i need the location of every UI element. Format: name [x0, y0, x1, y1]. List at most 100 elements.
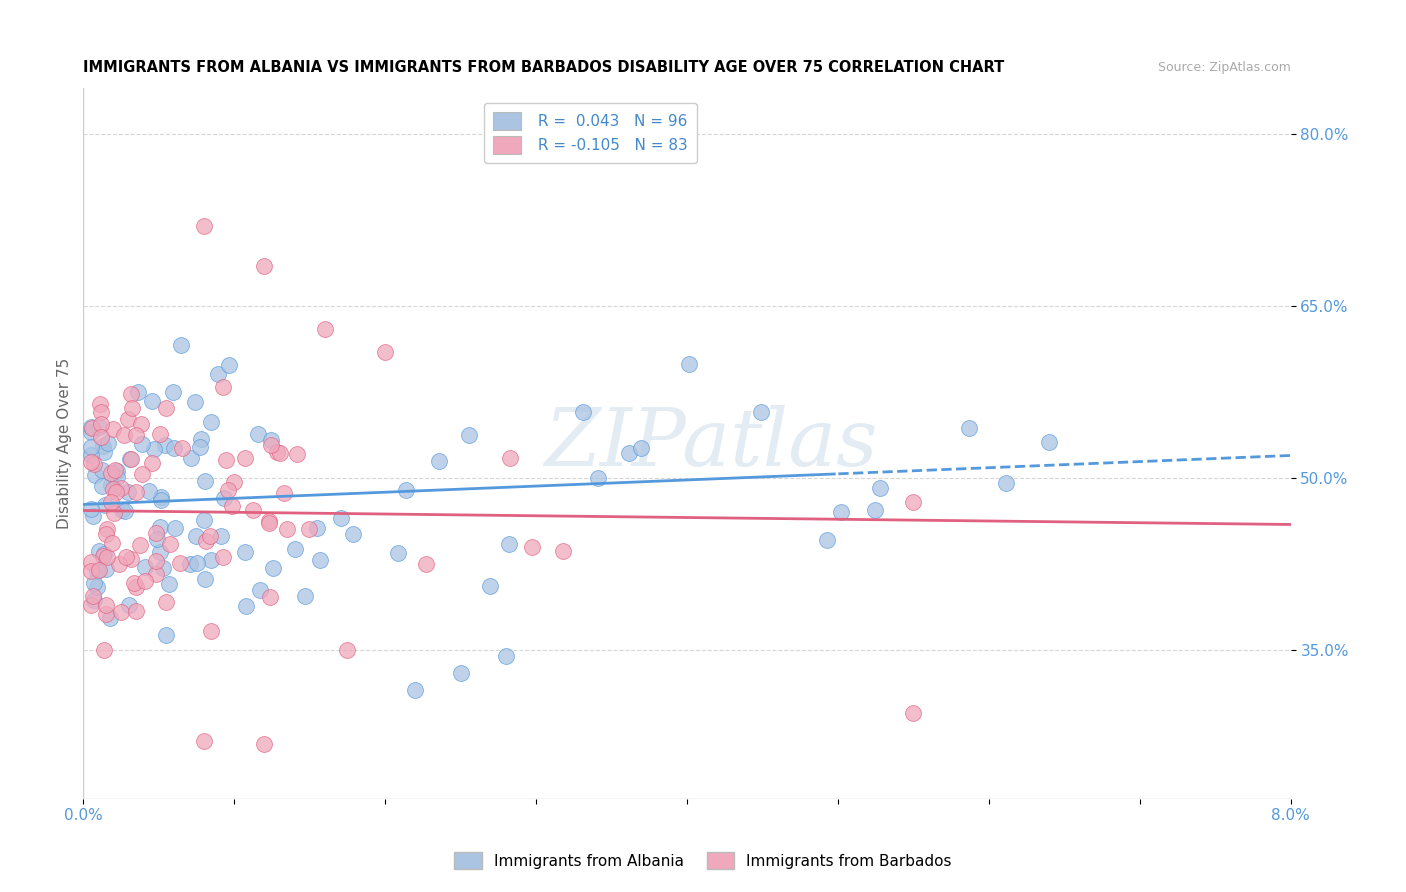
Point	[235, 544, 257, 558]
Point	[253, 259, 276, 273]
Point	[125, 427, 148, 442]
Point	[276, 522, 298, 536]
Point	[149, 426, 172, 441]
Point	[117, 484, 139, 499]
Point	[90, 430, 112, 444]
Point	[495, 648, 517, 663]
Point	[83, 468, 105, 483]
Point	[129, 417, 152, 431]
Point	[112, 428, 135, 442]
Point	[194, 474, 217, 488]
Point	[169, 556, 191, 570]
Point	[869, 481, 891, 495]
Point	[141, 456, 163, 470]
Legend:  R =  0.043   N = 96,  R = -0.105   N = 83: R = 0.043 N = 96, R = -0.105 N = 83	[484, 103, 697, 162]
Point	[342, 526, 364, 541]
Point	[100, 494, 122, 508]
Point	[152, 561, 174, 575]
Point	[125, 604, 148, 618]
Point	[82, 508, 104, 523]
Point	[149, 490, 172, 504]
Point	[98, 611, 121, 625]
Point	[80, 449, 103, 463]
Point	[162, 385, 184, 400]
Point	[499, 451, 522, 466]
Point	[93, 445, 115, 459]
Point	[127, 384, 149, 399]
Point	[96, 549, 118, 564]
Point	[163, 441, 186, 455]
Point	[427, 453, 450, 467]
Point	[200, 415, 222, 429]
Point	[180, 450, 202, 465]
Point	[100, 477, 122, 491]
Point	[96, 522, 118, 536]
Point	[211, 380, 233, 394]
Point	[193, 734, 215, 748]
Point	[404, 682, 426, 697]
Point	[80, 564, 103, 578]
Point	[80, 440, 103, 454]
Point	[387, 546, 409, 560]
Point	[200, 553, 222, 567]
Point	[415, 558, 437, 572]
Y-axis label: Disability Age Over 75: Disability Age Over 75	[58, 358, 72, 529]
Point	[190, 440, 212, 454]
Point	[110, 605, 132, 619]
Point	[903, 706, 925, 720]
Point	[111, 503, 134, 517]
Point	[80, 555, 103, 569]
Point	[145, 554, 167, 568]
Point	[80, 598, 103, 612]
Point	[209, 529, 232, 543]
Point	[159, 537, 181, 551]
Point	[572, 404, 595, 418]
Point	[91, 439, 114, 453]
Point	[138, 483, 160, 498]
Point	[101, 535, 124, 549]
Point	[249, 582, 271, 597]
Point	[330, 510, 353, 524]
Point	[374, 344, 396, 359]
Point	[262, 560, 284, 574]
Point	[110, 481, 132, 495]
Point	[145, 532, 167, 546]
Point	[273, 486, 295, 500]
Point	[134, 574, 156, 589]
Point	[153, 438, 176, 452]
Point	[93, 643, 115, 657]
Point	[450, 665, 472, 680]
Point	[207, 367, 229, 381]
Point	[190, 433, 212, 447]
Point	[253, 737, 276, 751]
Point	[89, 397, 111, 411]
Point	[498, 537, 520, 551]
Point	[91, 463, 114, 477]
Point	[145, 567, 167, 582]
Text: ZIPatlas: ZIPatlas	[544, 405, 877, 483]
Point	[90, 479, 112, 493]
Point	[260, 438, 283, 452]
Point	[749, 405, 772, 419]
Point	[995, 475, 1018, 490]
Point	[214, 452, 236, 467]
Point	[259, 590, 281, 604]
Point	[233, 451, 256, 466]
Point	[212, 491, 235, 505]
Point	[90, 417, 112, 431]
Point	[83, 593, 105, 607]
Point	[107, 557, 129, 571]
Point	[121, 401, 143, 415]
Point	[142, 442, 165, 456]
Point	[259, 434, 281, 448]
Point	[309, 553, 332, 567]
Point	[134, 560, 156, 574]
Point	[87, 544, 110, 558]
Point	[630, 441, 652, 455]
Point	[246, 427, 269, 442]
Point	[457, 428, 479, 442]
Point	[218, 358, 240, 372]
Point	[80, 501, 103, 516]
Point	[105, 485, 128, 500]
Point	[124, 580, 146, 594]
